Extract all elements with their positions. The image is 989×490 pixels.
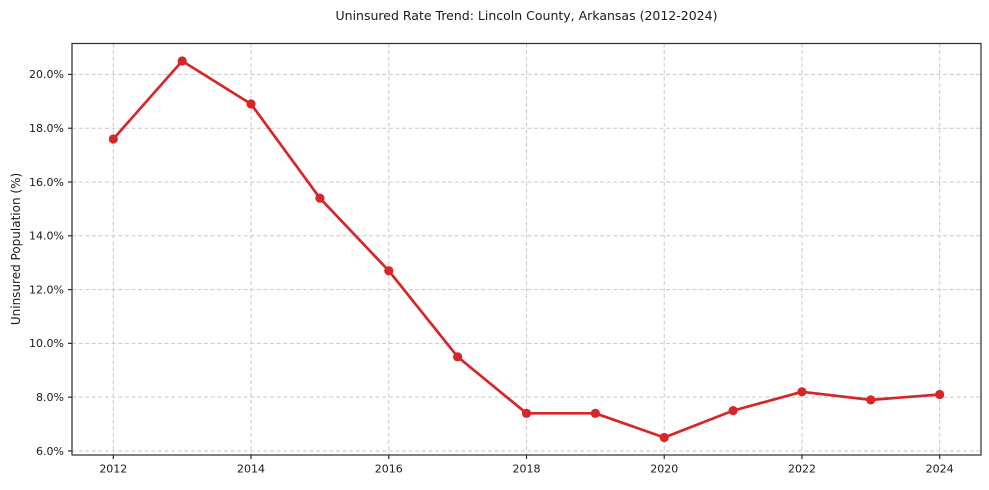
data-point [384,266,394,276]
y-tick-label: 18.0% [29,122,64,135]
data-point [866,395,876,405]
data-point [590,408,600,418]
x-tick-label: 2014 [237,463,265,476]
y-tick-label: 8.0% [36,391,64,404]
chart-title: Uninsured Rate Trend: Lincoln County, Ar… [335,8,718,23]
data-point [177,56,187,66]
x-tick-label: 2012 [99,463,127,476]
data-point [453,352,463,362]
y-tick-label: 14.0% [29,230,64,243]
data-point [797,387,807,397]
data-point [246,99,256,109]
y-tick-label: 10.0% [29,337,64,350]
data-point [108,134,118,144]
y-tick-label: 6.0% [36,445,64,458]
x-tick-label: 2020 [650,463,678,476]
x-tick-label: 2022 [788,463,816,476]
x-tick-label: 2018 [513,463,541,476]
data-point [521,408,532,418]
x-tick-label: 2016 [375,463,403,476]
y-tick-label: 16.0% [29,176,64,189]
data-point [659,432,669,443]
x-tick-label: 2024 [926,463,954,476]
y-tick-label: 12.0% [29,283,64,296]
data-point [935,389,945,400]
y-tick-label: 20.0% [29,68,64,81]
data-point [728,406,738,416]
data-point [315,193,325,203]
